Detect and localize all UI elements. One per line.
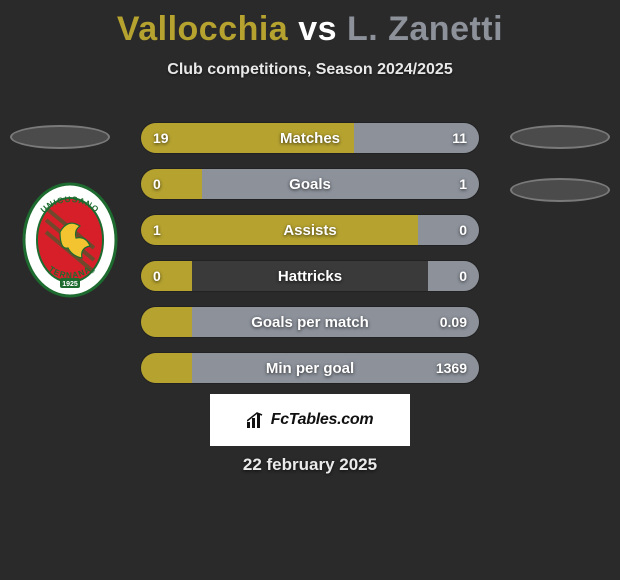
- stat-bar-row: Goals per match0.09: [140, 306, 480, 338]
- player2-avatar-placeholder-2: [510, 178, 610, 202]
- subtitle: Club competitions, Season 2024/2025: [0, 61, 620, 79]
- bar-label: Goals per match: [141, 307, 479, 337]
- comparison-title: Vallocchia vs L. Zanetti: [0, 0, 620, 49]
- bar-label: Hattricks: [141, 261, 479, 291]
- club-badge: UNICUSANO TERNANA 1925: [22, 182, 118, 298]
- player2-name: L. Zanetti: [347, 10, 503, 48]
- stat-bar-row: Goals0 1: [140, 168, 480, 200]
- bar-value-right: 1369: [436, 353, 467, 383]
- bar-label: Goals: [141, 169, 479, 199]
- player2-avatar-placeholder-1: [510, 125, 610, 149]
- player1-avatar-placeholder: [10, 125, 110, 149]
- chart-icon: [247, 412, 265, 428]
- bar-value-left: 1: [153, 215, 161, 245]
- bar-value-left: 0: [153, 261, 161, 291]
- bar-value-right: 0.09: [440, 307, 467, 337]
- footer-brand-box: FcTables.com: [210, 394, 410, 446]
- bar-label: Matches: [141, 123, 479, 153]
- footer-brand-text: FcTables.com: [271, 411, 374, 429]
- bar-value-right: 0: [459, 261, 467, 291]
- bar-label: Min per goal: [141, 353, 479, 383]
- bar-value-left: 19: [153, 123, 169, 153]
- date-text: 22 february 2025: [0, 455, 620, 475]
- player1-name: Vallocchia: [117, 10, 288, 48]
- stat-bar-row: Hattricks0 0: [140, 260, 480, 292]
- badge-year: 1925: [62, 281, 78, 288]
- comparison-bars: Matches1911Goals01Assists10Hattricks00Go…: [140, 122, 480, 398]
- vs-text: vs: [298, 10, 337, 48]
- bar-label: Assists: [141, 215, 479, 245]
- stat-bar-row: Min per goal1369: [140, 352, 480, 384]
- stat-bar-row: Matches19 11: [140, 122, 480, 154]
- bar-value-left: 0: [153, 169, 161, 199]
- bar-value-right: 0: [459, 215, 467, 245]
- bar-value-right: 1: [459, 169, 467, 199]
- bar-value-right: 11: [452, 123, 467, 153]
- stat-bar-row: Assists1 0: [140, 214, 480, 246]
